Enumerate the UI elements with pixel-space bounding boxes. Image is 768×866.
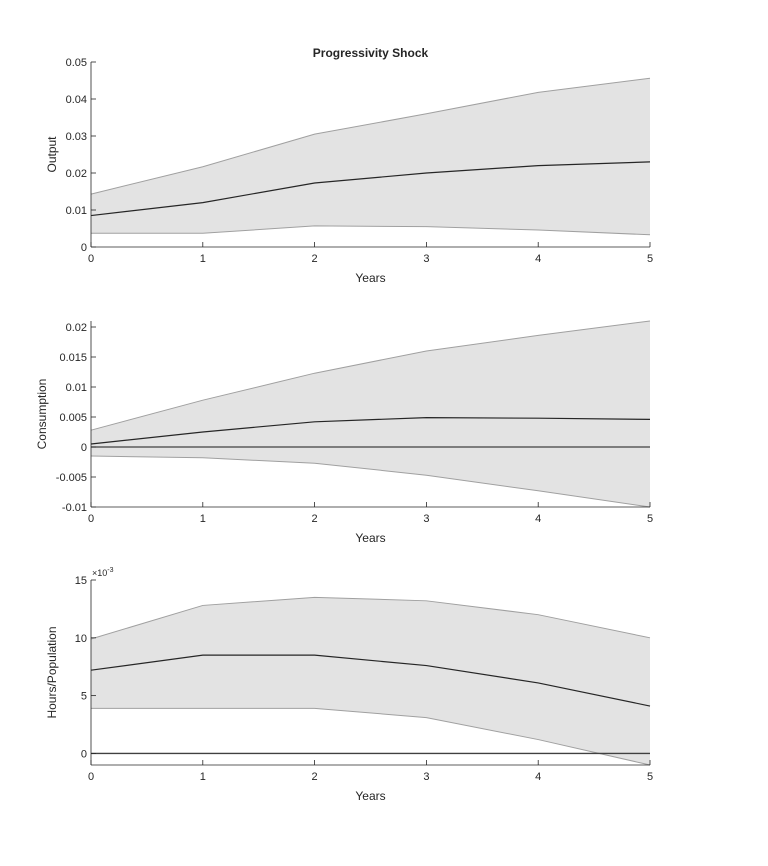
y-axis-label: Hours/Population xyxy=(45,626,59,718)
y-tick-label: 0.02 xyxy=(66,168,87,180)
y-axis-label: Consumption xyxy=(35,379,49,450)
y-tick-label: 15 xyxy=(75,575,87,587)
y-tick-label: 0.01 xyxy=(66,382,87,394)
x-tick-label: 5 xyxy=(647,253,653,265)
y-tick-label: 0.05 xyxy=(66,57,87,69)
y-multiplier: ×10-3 xyxy=(92,567,114,578)
upper-bound-line xyxy=(90,77,651,195)
x-tick-label: 1 xyxy=(200,253,206,265)
y-tick-label: 0.015 xyxy=(59,352,87,364)
y-tick-label: 0 xyxy=(81,748,87,760)
y-tick-label: -0.005 xyxy=(56,472,87,484)
y-tick-label: 0 xyxy=(81,442,87,454)
panel-1: 0 1 2 3 4 5 0 0.01 0.02 0.03 0.04 0.05 Years Output Pr… xyxy=(45,46,653,285)
x-axis-label: Years xyxy=(355,531,385,545)
x-tick-label: 3 xyxy=(423,253,429,265)
x-tick-label: 5 xyxy=(647,513,653,525)
x-axis-label: Years xyxy=(355,271,385,285)
y-tick-label: 0 xyxy=(81,242,87,254)
y-tick-label: 10 xyxy=(75,633,87,645)
x-tick-label: 0 xyxy=(88,513,94,525)
y-tick-label: 0.02 xyxy=(66,322,87,334)
x-tick-label: 4 xyxy=(535,253,541,265)
lower-bound-line xyxy=(90,455,651,508)
x-axis-label: Years xyxy=(355,789,385,803)
x-tick-label: 2 xyxy=(312,513,318,525)
upper-bound-line xyxy=(90,320,651,431)
y-tick-label: 0.03 xyxy=(66,131,87,143)
confidence-band xyxy=(91,321,650,507)
confidence-band xyxy=(91,78,650,235)
median-line xyxy=(90,161,651,217)
y-tick-label: 0.04 xyxy=(66,94,87,106)
median-line xyxy=(90,654,651,707)
y-tick-label: -0.01 xyxy=(62,502,87,514)
y-tick-label: 5 xyxy=(81,691,87,703)
x-tick-label: 2 xyxy=(312,253,318,265)
x-tick-label: 0 xyxy=(88,771,94,783)
panel-3: 0 1 2 3 4 5 0 5 10 15 Years Hours/Population ×10-3 xyxy=(45,567,653,803)
x-tick-label: 5 xyxy=(647,771,653,783)
lower-bound-line xyxy=(91,225,651,236)
upper-bound-line xyxy=(90,596,651,640)
y-tick-label: 0.005 xyxy=(59,412,87,424)
x-tick-label: 2 xyxy=(312,771,318,783)
chart-title: Progressivity Shock xyxy=(313,46,429,60)
x-tick-label: 4 xyxy=(535,513,541,525)
x-tick-label: 1 xyxy=(200,771,206,783)
y-axis-label: Output xyxy=(45,136,59,173)
panel-2: 0 1 2 3 4 5 -0.01 -0.005 0 0.005 0.01 0.015 0.02 Year… xyxy=(35,320,653,545)
y-tick-label: 0.01 xyxy=(66,205,87,217)
x-tick-label: 4 xyxy=(535,771,541,783)
x-tick-label: 3 xyxy=(423,771,429,783)
x-tick-label: 3 xyxy=(423,513,429,525)
multiplier-base: ×10 xyxy=(92,568,107,578)
x-tick-label: 1 xyxy=(200,513,206,525)
x-tick-label: 0 xyxy=(88,253,94,265)
multiplier-exponent: -3 xyxy=(107,567,113,574)
confidence-band xyxy=(91,597,650,765)
median-line xyxy=(90,416,651,445)
lower-bound-line xyxy=(91,707,651,766)
